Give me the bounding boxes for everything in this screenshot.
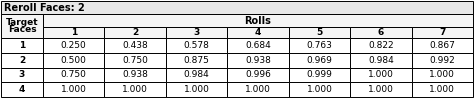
Bar: [166, 27, 228, 38]
Text: Target: Target: [6, 18, 38, 27]
Text: 0.984: 0.984: [368, 56, 394, 65]
Bar: [166, 38, 228, 53]
Text: 0.938: 0.938: [122, 70, 148, 79]
Bar: [43, 68, 104, 82]
Text: 0.578: 0.578: [183, 41, 210, 50]
Text: 1.000: 1.000: [429, 70, 455, 79]
Bar: [228, 27, 289, 38]
Bar: [289, 82, 350, 97]
Bar: [411, 82, 473, 97]
Bar: [228, 82, 289, 97]
Text: 3: 3: [193, 28, 200, 37]
Bar: [1, 1, 473, 14]
Text: 2: 2: [19, 56, 25, 65]
Text: 1: 1: [71, 28, 77, 37]
Bar: [350, 27, 411, 38]
Text: 0.750: 0.750: [61, 70, 87, 79]
Text: 1.000: 1.000: [368, 85, 394, 94]
Text: 1.000: 1.000: [429, 85, 455, 94]
Bar: [104, 38, 166, 53]
Text: 0.684: 0.684: [245, 41, 271, 50]
Text: 1: 1: [19, 41, 25, 50]
Text: Rolls: Rolls: [245, 15, 272, 25]
Text: 5: 5: [316, 28, 322, 37]
Bar: [1, 68, 43, 82]
Bar: [43, 14, 473, 27]
Bar: [350, 82, 411, 97]
Bar: [166, 53, 228, 68]
Text: 0.250: 0.250: [61, 41, 87, 50]
Text: 6: 6: [378, 28, 384, 37]
Text: 0.992: 0.992: [429, 56, 455, 65]
Text: 0.999: 0.999: [307, 70, 332, 79]
Bar: [166, 82, 228, 97]
Bar: [1, 53, 43, 68]
Text: 0.875: 0.875: [183, 56, 210, 65]
Bar: [43, 27, 104, 38]
Bar: [289, 68, 350, 82]
Text: 0.763: 0.763: [307, 41, 332, 50]
Bar: [166, 68, 228, 82]
Bar: [411, 38, 473, 53]
Bar: [411, 53, 473, 68]
Text: 0.500: 0.500: [61, 56, 87, 65]
Text: 0.822: 0.822: [368, 41, 394, 50]
Text: 1.000: 1.000: [122, 85, 148, 94]
Text: 0.984: 0.984: [184, 70, 210, 79]
Text: 0.867: 0.867: [429, 41, 455, 50]
Bar: [289, 27, 350, 38]
Bar: [43, 38, 104, 53]
Text: 0.938: 0.938: [245, 56, 271, 65]
Text: 1.000: 1.000: [307, 85, 332, 94]
Text: 0.750: 0.750: [122, 56, 148, 65]
Text: 1.000: 1.000: [245, 85, 271, 94]
Text: Faces: Faces: [8, 25, 36, 34]
Bar: [104, 53, 166, 68]
Bar: [104, 68, 166, 82]
Bar: [104, 82, 166, 97]
Bar: [350, 53, 411, 68]
Bar: [350, 38, 411, 53]
Bar: [228, 53, 289, 68]
Bar: [228, 38, 289, 53]
Bar: [104, 27, 166, 38]
Bar: [411, 68, 473, 82]
Text: 1.000: 1.000: [183, 85, 210, 94]
Bar: [411, 27, 473, 38]
Bar: [43, 82, 104, 97]
Bar: [228, 68, 289, 82]
Bar: [1, 82, 43, 97]
Text: 1.000: 1.000: [368, 70, 394, 79]
Text: 4: 4: [255, 28, 261, 37]
Bar: [289, 38, 350, 53]
Text: 4: 4: [19, 85, 25, 94]
Text: 2: 2: [132, 28, 138, 37]
Text: Reroll Faces: 2: Reroll Faces: 2: [4, 3, 85, 13]
Text: 0.438: 0.438: [122, 41, 148, 50]
Text: 0.969: 0.969: [307, 56, 332, 65]
Bar: [289, 53, 350, 68]
Bar: [1, 38, 43, 53]
Text: 0.996: 0.996: [245, 70, 271, 79]
Bar: [350, 68, 411, 82]
Text: 1.000: 1.000: [61, 85, 87, 94]
Bar: [43, 53, 104, 68]
Text: 7: 7: [439, 28, 446, 37]
Text: 3: 3: [19, 70, 25, 79]
Bar: [1, 14, 43, 38]
